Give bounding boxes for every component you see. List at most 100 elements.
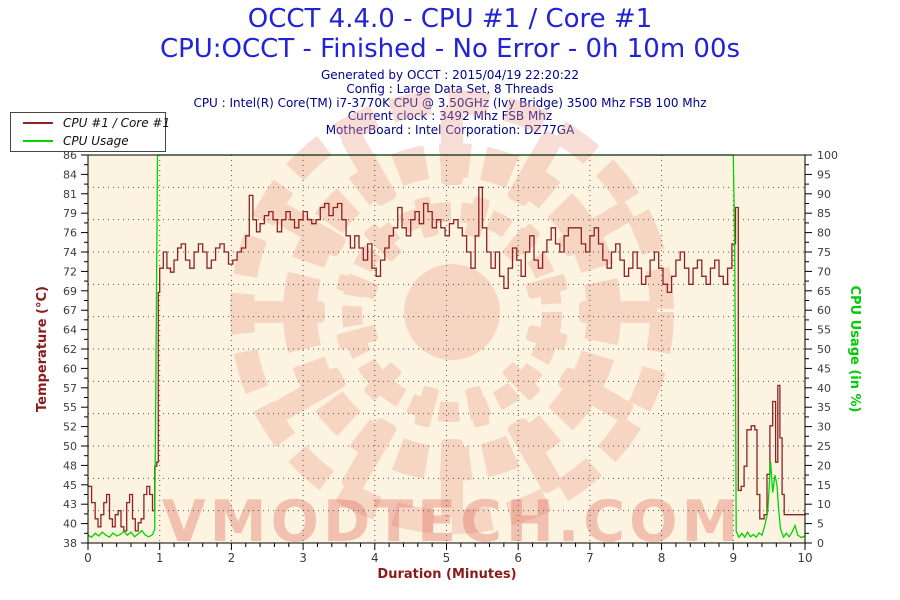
y-left-tick-label: 76: [63, 227, 77, 240]
y-left-tick-label: 79: [63, 207, 77, 220]
y-left-tick-label: 40: [63, 518, 77, 531]
y-left-tick-label: 60: [63, 362, 77, 375]
page-title: OCCT 4.4.0 - CPU #1 / Core #1: [247, 4, 653, 34]
y-right-tick-label: 25: [817, 440, 831, 453]
y-left-tick-label: 69: [63, 285, 77, 298]
watermark-spoke: [364, 224, 402, 262]
y-left-tick-label: 81: [63, 188, 77, 201]
watermark-spoke: [507, 130, 563, 206]
axis-tick-labels: 0 1 2 3 4 5 6 7 8 9 103840434548505255576062646769…: [63, 149, 838, 565]
y-right-tick-label: 65: [817, 285, 831, 298]
legend-item-cpu-usage: CPU Usage: [11, 133, 165, 149]
axis-ticks: [81, 154, 812, 550]
y-left-tick-label: 52: [63, 421, 77, 434]
x-tick-label: 4: [371, 551, 379, 565]
y-right-tick-label: 30: [817, 421, 831, 434]
y-left-tick-label: 62: [63, 343, 77, 356]
x-tick-label: 7: [586, 551, 594, 565]
watermark-spoke: [579, 301, 657, 323]
y-right-tick-label: 5: [817, 518, 824, 531]
watermark: [230, 90, 674, 534]
legend-cpu-usage-label: CPU Usage: [63, 134, 129, 148]
watermark-spoke: [507, 418, 563, 494]
y-right-tick-label: 35: [817, 401, 831, 414]
watermark-spoke: [364, 362, 402, 400]
cpu-usage-line-swatch: [23, 140, 53, 142]
watermark-ring: [342, 202, 562, 422]
y-left-tick-label: 64: [63, 324, 77, 337]
watermark-spoke: [441, 439, 463, 517]
x-tick-label: 8: [658, 551, 666, 565]
chart-legend: CPU #1 / Core #1 CPU Usage: [10, 112, 170, 152]
watermark-spoke: [336, 274, 379, 299]
watermark-spoke: [558, 367, 634, 423]
cpu-usage-series-line: [87, 154, 806, 539]
x-axis-title: Duration (Minutes): [377, 567, 516, 582]
page-subtitle: CPU:OCCT - Finished - No Error - 0h 10m …: [159, 34, 741, 64]
y-right-tick-label: 0: [817, 537, 824, 550]
info-config: Config : Large Data Set, 8 Threads: [346, 81, 554, 96]
y-right-tick-label: 75: [817, 246, 831, 259]
watermark-spoke: [270, 201, 346, 257]
y-left-tick-label: 48: [63, 459, 77, 472]
y-right-tick-label: 90: [817, 188, 831, 201]
y-right-tick-label: 45: [817, 362, 831, 375]
y-left-tick-label: 72: [63, 265, 77, 278]
info-generated-by: Generated by OCCT : 2015/04/19 22:20:22: [320, 68, 580, 82]
y-right-tick-label: 95: [817, 168, 831, 181]
y-left-tick-label: 55: [63, 401, 77, 414]
y-left-tick-label: 67: [63, 304, 77, 317]
y-right-tick-label: 55: [817, 324, 831, 337]
watermark-spoke: [465, 196, 490, 239]
x-tick-label: 10: [797, 551, 812, 565]
watermark-spoke: [341, 418, 397, 494]
info-cpu: CPU : Intel(R) Core(TM) i7-3770K CPU @ 3…: [193, 95, 707, 110]
y-right-tick-label: 80: [817, 227, 831, 240]
y-right-tick-label: 15: [817, 479, 831, 492]
x-tick-label: 1: [156, 551, 164, 565]
watermark-spoke: [441, 107, 463, 185]
y-left-tick-label: 74: [63, 246, 77, 259]
legend-temperature-label: CPU #1 / Core #1: [63, 116, 171, 130]
watermark-spoke: [341, 130, 397, 206]
watermark-spoke: [414, 385, 439, 428]
y-right-tick-label: 20: [817, 459, 831, 472]
y-axis-right-title: CPU Usage (in %): [847, 285, 862, 412]
y-left-tick-label: 86: [63, 149, 77, 162]
watermark-ornament: [230, 90, 674, 534]
data-series: [87, 154, 806, 539]
y-left-tick-label: 43: [63, 498, 77, 511]
watermark-spoke: [502, 362, 540, 400]
y-right-tick-label: 70: [817, 265, 831, 278]
watermark-ring: [283, 143, 621, 481]
watermark-spoke: [525, 325, 568, 350]
temperature-series-line: [88, 186, 805, 532]
test-info-block: Generated by OCCT : 2015/04/19 22:20:22 …: [0, 68, 900, 138]
y-axis-left-title: Temperature (°C): [35, 286, 50, 412]
y-left-tick-label: 38: [63, 537, 77, 550]
watermark-spoke: [558, 201, 634, 257]
legend-item-temperature: CPU #1 / Core #1: [11, 115, 170, 131]
y-left-tick-label: 50: [63, 440, 77, 453]
info-motherboard: MotherBoard : Intel Corporation: DZ77GA: [325, 123, 575, 138]
y-left-tick-label: 45: [63, 479, 77, 492]
watermark-spoke: [247, 301, 325, 323]
watermark-text: VMODTECH.COM: [162, 489, 743, 555]
info-current-clock: Current clock : 3492 Mhz FSB Mhz: [347, 109, 553, 124]
y-right-tick-label: 85: [817, 207, 831, 220]
watermark-spoke: [336, 325, 379, 350]
watermark-spoke: [465, 385, 490, 428]
watermark-center: [404, 264, 500, 360]
x-tick-label: 9: [729, 551, 737, 565]
y-left-tick-label: 84: [63, 168, 77, 181]
y-right-tick-label: 50: [817, 343, 831, 356]
watermark-spoke: [270, 367, 346, 423]
y-left-tick-label: 57: [63, 382, 77, 395]
plot-background: [88, 155, 805, 543]
x-tick-label: 3: [299, 551, 307, 565]
temperature-line-swatch: [23, 122, 53, 124]
y-right-tick-label: 100: [817, 149, 838, 162]
watermark-spoke: [525, 274, 568, 299]
